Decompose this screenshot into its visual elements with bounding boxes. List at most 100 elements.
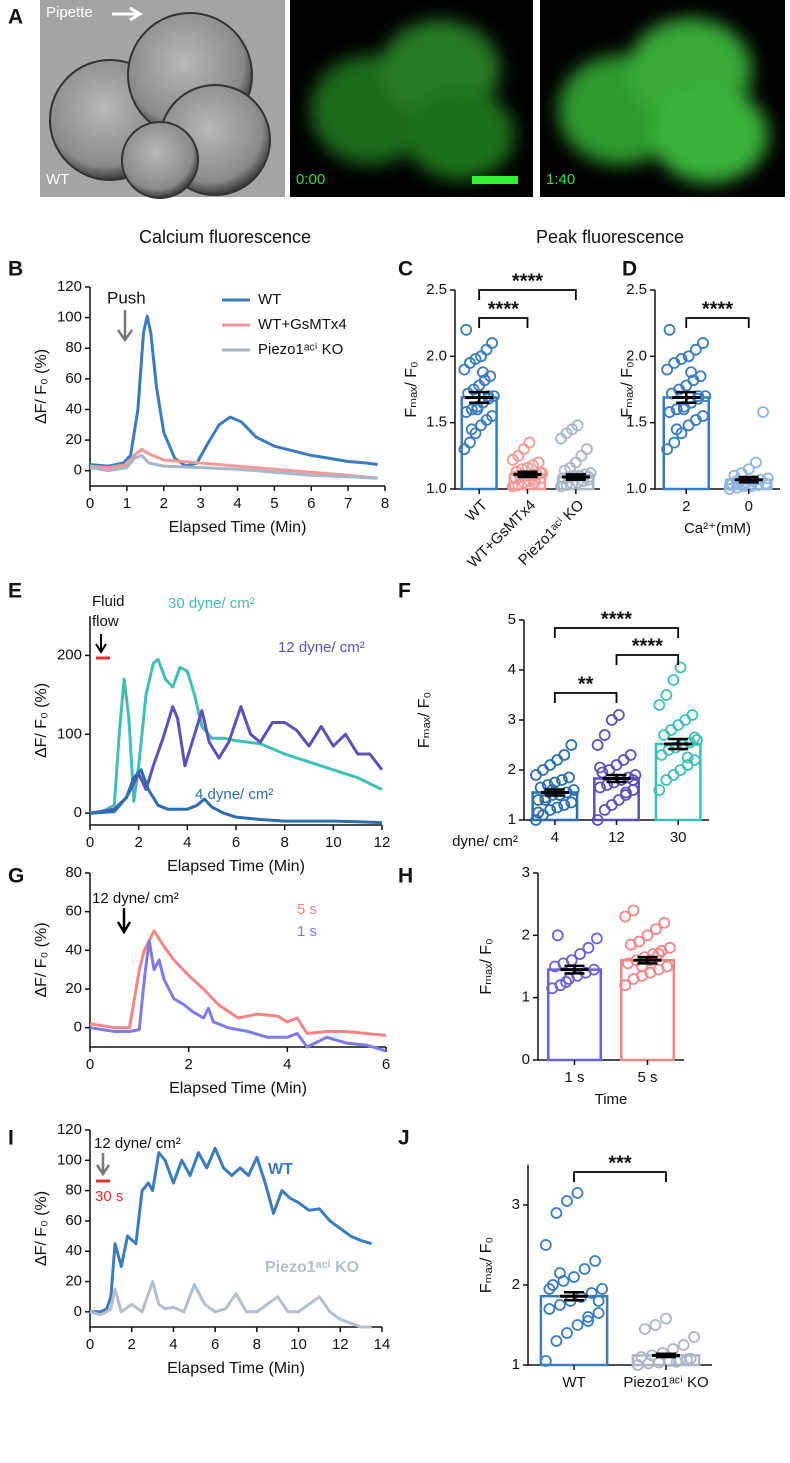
- series-label: Piezo1ᵃᶜⁱ KO: [265, 1259, 359, 1276]
- series-line: [89, 314, 378, 468]
- data-point: [649, 1319, 662, 1331]
- data-point: [617, 754, 630, 766]
- x-tick-label: 0: [86, 495, 94, 512]
- panel-letter: H: [398, 865, 413, 888]
- significance-label: ****: [488, 298, 519, 320]
- series-line: [89, 929, 387, 1037]
- series-line: [89, 768, 383, 825]
- data-point: [660, 689, 673, 701]
- series-label: WT: [268, 1161, 293, 1178]
- y-tick-label: 20: [65, 980, 82, 997]
- y-tick-label: 3: [522, 864, 530, 881]
- x-axis-label: dyne/ cm²: [452, 833, 518, 850]
- data-point: [619, 910, 632, 923]
- x-tick-label: 7: [344, 495, 352, 512]
- data-point: [554, 1299, 566, 1311]
- series-line: [89, 453, 378, 480]
- series-line: [90, 1146, 373, 1314]
- y-tick-label: 40: [65, 1242, 82, 1259]
- x-tick-label: 3: [196, 495, 204, 512]
- data-point: [560, 976, 573, 988]
- panel-letter: F: [398, 580, 411, 603]
- data-point: [532, 806, 545, 819]
- data-point: [571, 419, 584, 432]
- pipette-arrow: [112, 6, 143, 22]
- significance-bracket: [478, 289, 577, 300]
- panel-letter: D: [622, 258, 637, 281]
- series-label: 12 dyne/ cm²: [278, 639, 365, 656]
- data-point: [663, 406, 676, 418]
- data-point: [592, 1307, 605, 1319]
- data-point: [563, 771, 575, 784]
- data-point: [689, 343, 702, 356]
- x-tick-label: 1: [123, 495, 131, 512]
- y-axis-label: Fₘₐₓ/ F₀: [619, 361, 636, 417]
- legend-label: Piezo1ᵃᶜⁱ KO: [258, 341, 343, 358]
- significance-label: ***: [608, 1152, 632, 1174]
- data-point: [465, 423, 478, 436]
- data-point: [574, 948, 586, 960]
- data-point: [582, 941, 595, 954]
- data-point: [548, 776, 561, 789]
- panel-letter: C: [398, 258, 413, 281]
- x-tick-label: 0: [86, 1056, 94, 1073]
- data-point: [661, 443, 674, 456]
- cell: [121, 121, 199, 199]
- significance-bracket: [478, 317, 529, 328]
- flow-arrow: [116, 908, 132, 935]
- data-point: [532, 794, 545, 806]
- y-axis-label: ΔF/ F₀ (%): [33, 1191, 50, 1266]
- data-point: [661, 960, 673, 973]
- data-point: [523, 436, 536, 449]
- panel-letter: B: [8, 258, 23, 281]
- data-point: [605, 714, 618, 726]
- data-point: [688, 754, 701, 766]
- y-tick-label: 2.0: [426, 347, 447, 364]
- y-tick-label: 20: [65, 1273, 82, 1290]
- series-label: 4 dyne/ cm²: [195, 786, 273, 803]
- data-point: [667, 674, 680, 686]
- x-tick-label: 4: [551, 829, 559, 846]
- x-axis-label: Time: [595, 1091, 628, 1108]
- data-point: [581, 443, 593, 456]
- annotation: 12 dyne/ cm²: [94, 1135, 181, 1152]
- push-arrow: [116, 310, 134, 343]
- data-point: [558, 464, 571, 477]
- annotation: Fluid: [92, 593, 125, 610]
- significance-label: ****: [601, 608, 632, 630]
- data-point: [610, 759, 623, 771]
- significance-bracket: [615, 654, 680, 665]
- data-point: [543, 1303, 556, 1315]
- data-point: [469, 353, 482, 365]
- x-tick-label: 6: [382, 1056, 390, 1073]
- y-tick-label: 0: [522, 1051, 530, 1068]
- y-tick-label: 1: [512, 1356, 520, 1373]
- y-tick-label: 0: [74, 1303, 82, 1320]
- data-point: [685, 366, 697, 379]
- data-point: [699, 390, 712, 403]
- y-tick-label: 100: [57, 309, 82, 326]
- x-tick-label: 2: [184, 1056, 192, 1073]
- data-point: [674, 661, 687, 674]
- y-tick-label: 0: [74, 1019, 82, 1036]
- x-tick-label: 30: [670, 829, 687, 846]
- data-point: [598, 729, 611, 741]
- data-point: [561, 1327, 573, 1339]
- y-tick-label: 1: [522, 989, 530, 1006]
- green-cells: [558, 18, 768, 183]
- panel-letter: G: [8, 865, 24, 888]
- x-tick-label: 10: [290, 1336, 307, 1353]
- image-label: Pipette: [46, 4, 93, 21]
- y-tick-label: 40: [65, 400, 82, 417]
- series-line: [89, 1280, 372, 1329]
- data-point: [694, 370, 707, 383]
- data-point: [633, 935, 646, 948]
- data-point: [761, 472, 774, 485]
- y-tick-label: 2.5: [426, 281, 447, 298]
- data-point: [594, 781, 606, 794]
- x-axis-label: Ca²⁺(mM): [684, 520, 751, 537]
- significance-bracket: [553, 627, 680, 638]
- data-point: [697, 410, 709, 422]
- image-label: WT: [46, 171, 69, 188]
